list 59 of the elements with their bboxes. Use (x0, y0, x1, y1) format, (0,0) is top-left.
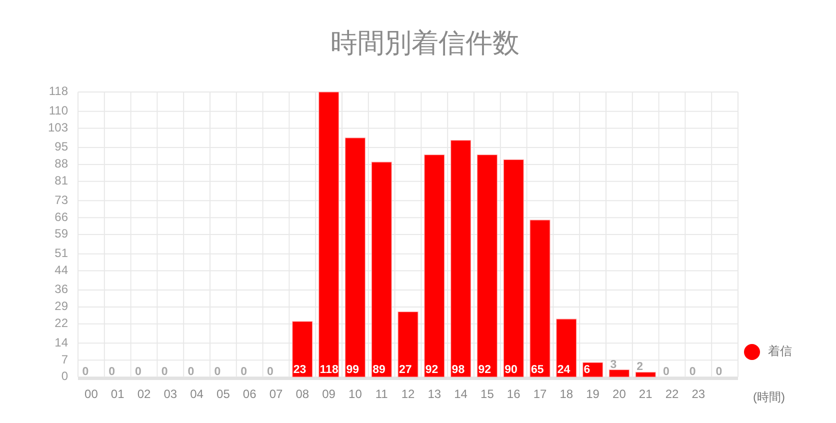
x-tick-label: 12 (401, 387, 415, 402)
bar (292, 321, 313, 378)
bar (635, 372, 656, 378)
y-tick-label: 73 (54, 192, 68, 207)
x-tick-label: 20 (612, 387, 626, 402)
x-tick-label: 05 (216, 387, 230, 402)
y-tick-label: 7 (61, 352, 68, 366)
x-tick-label: 10 (348, 387, 362, 402)
bar (344, 138, 366, 378)
x-tick-label: 11 (375, 387, 388, 402)
y-tick-label: 95 (54, 140, 68, 154)
chart-title: 時間別着信件数 (330, 28, 520, 58)
bar (424, 154, 445, 378)
x-tick-label: 18 (560, 387, 574, 402)
x-tick-label: 08 (296, 387, 310, 402)
x-tick-label: 16 (506, 387, 521, 402)
x-axis-title: (時間) (753, 390, 785, 404)
bar (371, 162, 392, 378)
bar (503, 159, 524, 378)
y-tick-label: 36 (54, 282, 68, 296)
bar (450, 140, 472, 378)
bar (318, 92, 340, 378)
legend: 着信 (744, 344, 792, 360)
x-tick-label: 04 (190, 387, 204, 402)
y-tick-label: 59 (54, 226, 68, 241)
y-tick-label: 118 (48, 84, 68, 98)
legend-label: 着信 (768, 344, 792, 358)
x-tick-label: 13 (428, 387, 442, 402)
y-tick-label: 14 (54, 335, 68, 350)
y-tick-label: 103 (48, 120, 68, 134)
x-tick-label: 07 (269, 387, 283, 402)
x-tick-label: 09 (322, 387, 336, 402)
x-tick-label: 03 (164, 387, 178, 402)
x-tick-label: 22 (665, 387, 679, 402)
y-tick-label: 88 (54, 156, 68, 171)
y-tick-label: 44 (54, 262, 68, 277)
y-tick-label: 29 (54, 299, 68, 314)
x-tick-label: 23 (692, 387, 706, 402)
x-tick-label: 02 (137, 387, 151, 402)
x-tick-label: 01 (110, 387, 125, 402)
bar (398, 311, 418, 378)
x-tick-label: 15 (480, 387, 494, 402)
bar (476, 154, 498, 378)
x-tick-label: 14 (454, 387, 468, 402)
y-tick-label: 22 (54, 316, 68, 330)
x-tick-label: 17 (533, 387, 547, 402)
x-tick-label: 06 (242, 387, 257, 402)
y-tick-label: 51 (54, 246, 68, 260)
y-tick-label: 66 (54, 210, 68, 224)
x-tick-label: 19 (586, 387, 600, 402)
bar (582, 362, 604, 378)
x-tick-label: 21 (638, 387, 653, 402)
y-tick-label: 81 (54, 174, 68, 188)
bar (556, 318, 577, 378)
bar (608, 369, 630, 378)
bar (530, 220, 550, 378)
y-tick-label: 0 (61, 369, 68, 384)
y-tick-label: 110 (48, 103, 68, 118)
x-tick-label: 00 (84, 387, 98, 402)
